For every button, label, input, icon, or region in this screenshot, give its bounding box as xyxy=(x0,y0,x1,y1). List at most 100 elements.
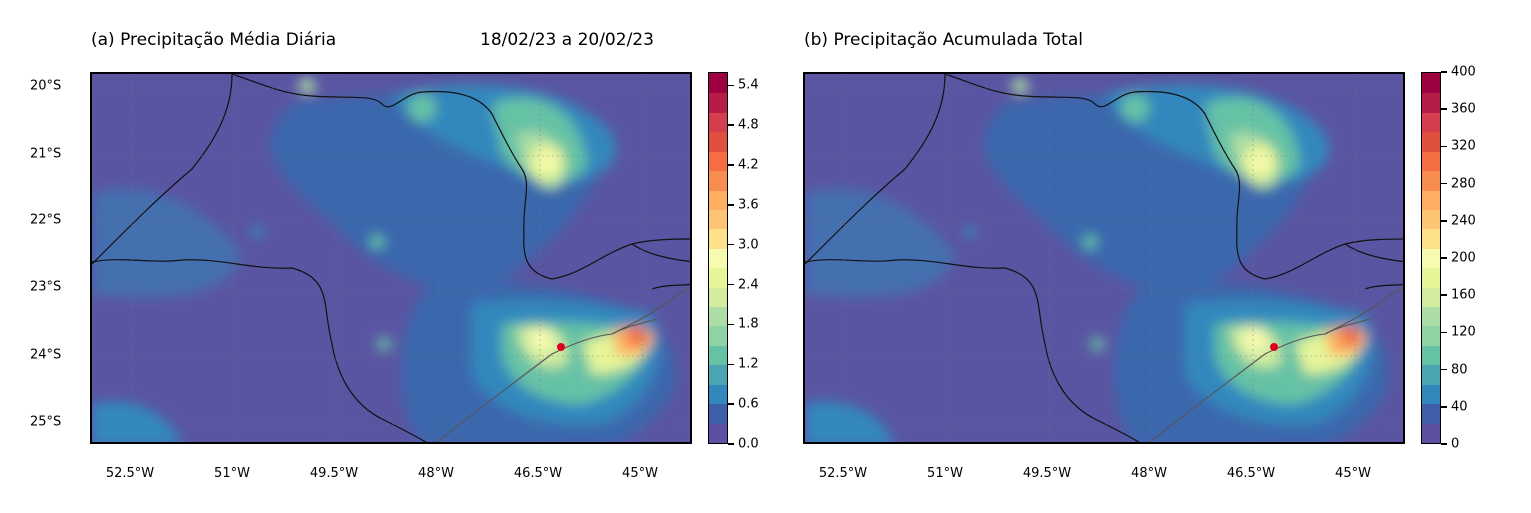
panel-a-colorbar-segment xyxy=(709,287,727,308)
panel-a-x-tick-label: 46.5°W xyxy=(513,466,563,481)
panel-b-colorbar-label: 320 xyxy=(1451,138,1476,154)
panel-a-colorbar-segment xyxy=(709,209,727,230)
panel-b-colorbar-segment xyxy=(1422,92,1440,113)
panel-a-title: (a) Precipitação Média Diária xyxy=(91,30,337,50)
panel-b-colorbar-tick xyxy=(1441,294,1447,296)
panel-b-colorbar-label: 120 xyxy=(1451,324,1476,340)
panel-b-colorbar-segment xyxy=(1422,131,1440,152)
panel-a-colorbar-tick xyxy=(728,323,734,326)
y-tick-label: 25°S xyxy=(30,414,62,430)
panel-b-colorbar-segment xyxy=(1422,403,1440,424)
panel-a-colorbar-tick xyxy=(728,283,734,286)
panel-a-map xyxy=(90,72,692,444)
panel-b-colorbar-segment xyxy=(1422,306,1440,327)
panel-a-colorbar-segment xyxy=(709,248,727,269)
panel-b-colorbar-label: 360 xyxy=(1451,101,1476,117)
panel-a-colorbar-tick xyxy=(728,243,734,246)
panel-a-colorbar-label: 1.2 xyxy=(738,356,759,372)
panel-a-colorbar-segment xyxy=(709,422,727,443)
panel-a-colorbar-segment xyxy=(709,403,727,424)
panel-a-colorbar-segment xyxy=(709,267,727,288)
panel-b-colorbar-tick xyxy=(1441,108,1447,110)
panel-a-colorbar-label: 0.0 xyxy=(738,436,759,452)
panel-a-colorbar-label: 4.8 xyxy=(738,117,759,133)
panel-a-x-tick-label: 48°W xyxy=(418,466,454,481)
panel-a-colorbar-label: 3.6 xyxy=(738,197,759,213)
panel-a-colorbar-segment xyxy=(709,325,727,346)
panel-b-colorbar-tick xyxy=(1441,71,1447,73)
panel-b-colorbar-tick xyxy=(1441,145,1447,148)
panel-b-map xyxy=(803,72,1405,444)
panel-a-colorbar-segment xyxy=(709,384,727,405)
panel-a-colorbar-segment xyxy=(709,151,727,172)
panel-a-colorbar-segment xyxy=(709,131,727,152)
panel-b-colorbar-segment xyxy=(1422,364,1440,385)
panel-b-colorbar-segment xyxy=(1422,267,1440,288)
panel-b-colorbar-label: 280 xyxy=(1451,176,1476,192)
y-tick-label: 24°S xyxy=(30,347,62,363)
panel-b-colorbar-segment xyxy=(1422,287,1440,308)
panel-a-location-marker xyxy=(557,343,565,351)
panel-b-colorbar-tick xyxy=(1441,331,1447,334)
panel-b-colorbar-label: 160 xyxy=(1451,287,1476,303)
panel-b-x-tick-label: 45°W xyxy=(1335,466,1371,481)
panel-a-colorbar-segment xyxy=(709,112,727,133)
panel-b-colorbar-segment xyxy=(1422,384,1440,405)
y-tick-label: 20°S xyxy=(30,78,62,94)
panel-a-colorbar-tick xyxy=(728,403,734,405)
panel-b-colorbar-label: 400 xyxy=(1451,64,1476,80)
panel-a-colorbar-tick xyxy=(728,363,734,366)
panel-b-colorbar-segment xyxy=(1422,248,1440,269)
panel-b-colorbar-segment xyxy=(1422,73,1440,94)
panel-b-colorbar-tick xyxy=(1441,443,1447,445)
panel-b-colorbar-label: 200 xyxy=(1451,250,1476,266)
panel-b-colorbar-segment xyxy=(1422,151,1440,172)
panel-a-colorbar xyxy=(708,72,728,444)
panel-b-x-tick-label: 49.5°W xyxy=(1022,466,1072,481)
panel-a-colorbar-segment xyxy=(709,345,727,366)
panel-a-colorbar-tick xyxy=(728,443,734,445)
panel-a-x-tick-label: 51°W xyxy=(214,466,250,481)
panel-b-x-tick-label: 52.5°W xyxy=(818,466,868,481)
panel-b-colorbar-segment xyxy=(1422,422,1440,443)
panel-b-colorbar-segment xyxy=(1422,325,1440,346)
panel-a-colorbar-label: 5.4 xyxy=(738,77,759,93)
panel-b-colorbar xyxy=(1421,72,1441,444)
panel-b-title: (b) Precipitação Acumulada Total xyxy=(804,30,1083,50)
y-tick-label: 21°S xyxy=(30,146,62,162)
panel-b-colorbar-segment xyxy=(1422,170,1440,191)
panel-a-colorbar-tick xyxy=(728,164,734,166)
panel-a-colorbar-label: 4.2 xyxy=(738,157,759,173)
panel-a-x-tick-label: 45°W xyxy=(622,466,658,481)
y-tick-label: 23°S xyxy=(30,279,62,295)
panel-a-colorbar-label: 3.0 xyxy=(738,237,759,253)
panel-b-x-tick-label: 51°W xyxy=(927,466,963,481)
panel-b-colorbar-tick xyxy=(1441,257,1447,259)
panel-a-colorbar-segment xyxy=(709,189,727,210)
panel-a-colorbar-tick xyxy=(728,124,734,126)
panel-a-colorbar-tick xyxy=(728,84,734,87)
panel-b-colorbar-label: 80 xyxy=(1451,362,1468,378)
panel-a-x-tick-label: 49.5°W xyxy=(309,466,359,481)
panel-b-colorbar-label: 240 xyxy=(1451,213,1476,229)
panel-b-colorbar-tick xyxy=(1441,182,1447,185)
panel-a-colorbar-label: 1.8 xyxy=(738,316,759,332)
panel-b-colorbar-tick xyxy=(1441,220,1447,222)
panel-a-colorbar-label: 2.4 xyxy=(738,277,759,293)
panel-b-colorbar-segment xyxy=(1422,112,1440,133)
panel-a-x-tick-label: 52.5°W xyxy=(105,466,155,481)
panel-a-colorbar-segment xyxy=(709,170,727,191)
panel-b-colorbar-segment xyxy=(1422,189,1440,210)
panel-a-colorbar-segment xyxy=(709,92,727,113)
panel-b-x-tick-label: 48°W xyxy=(1131,466,1167,481)
panel-a-date-range: 18/02/23 a 20/02/23 xyxy=(480,30,654,50)
panel-a-colorbar-label: 0.6 xyxy=(738,396,759,412)
panel-b-colorbar-segment xyxy=(1422,345,1440,366)
panel-a-colorbar-segment xyxy=(709,364,727,385)
panel-b-colorbar-segment xyxy=(1422,228,1440,249)
y-tick-label: 22°S xyxy=(30,212,62,228)
panel-a-colorbar-tick xyxy=(728,204,734,206)
panel-b-colorbar-label: 0 xyxy=(1451,436,1460,452)
panel-b-location-marker xyxy=(1270,343,1278,351)
panel-a-colorbar-segment xyxy=(709,306,727,327)
